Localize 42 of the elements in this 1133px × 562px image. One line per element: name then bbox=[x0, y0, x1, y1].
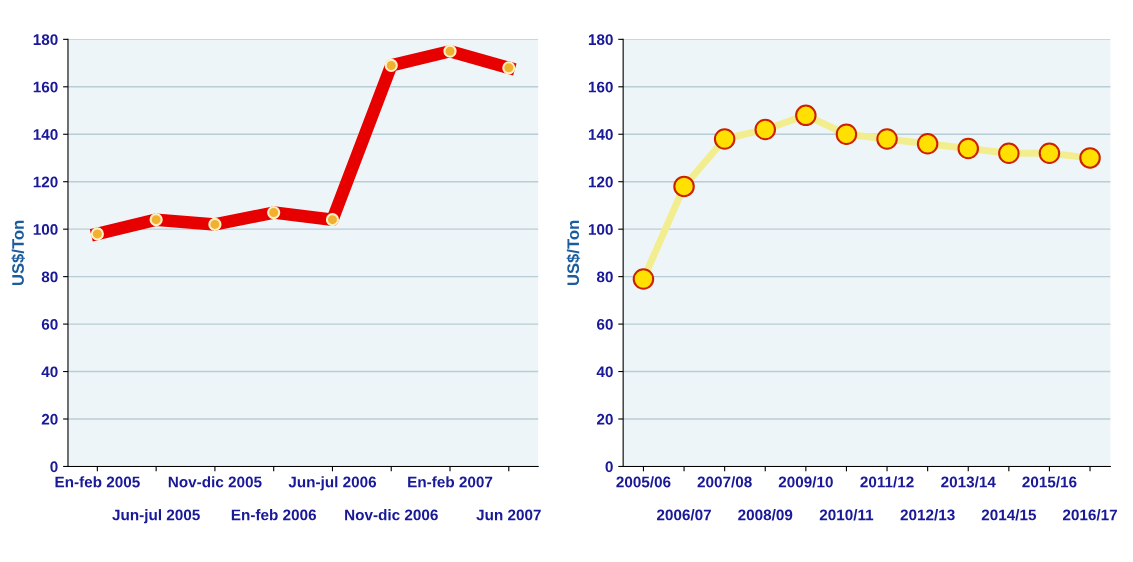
x-tick-label: 2014/15 bbox=[981, 509, 1037, 521]
x-tick-label: En-feb 2005 bbox=[55, 476, 140, 488]
x-tick-label: 2005/06 bbox=[616, 476, 671, 488]
x-tick-label: 2016/17 bbox=[1062, 509, 1117, 521]
y-tick-label: 40 bbox=[596, 366, 613, 378]
y-tick-label: 80 bbox=[596, 271, 613, 283]
x-tick-label: En-feb 2007 bbox=[408, 476, 493, 488]
y-tick-label: 60 bbox=[596, 318, 613, 330]
y-tick-label: 180 bbox=[588, 34, 613, 46]
y-tick-label: 140 bbox=[588, 129, 613, 140]
x-tick-label: Nov-dic 2006 bbox=[345, 509, 438, 521]
y-tick-label: 40 bbox=[41, 366, 58, 378]
y-tick-label: 80 bbox=[41, 271, 58, 283]
x-tick-label: 2010/11 bbox=[819, 509, 874, 521]
x-tick-label: 2013/14 bbox=[941, 476, 996, 488]
x-tick-label: Nov-dic 2005 bbox=[168, 476, 262, 488]
x-tick-label: Jun-jul 2005 bbox=[112, 509, 200, 524]
x-tick-label: 2012/13 bbox=[900, 509, 955, 521]
x-tick-label: 2011/12 bbox=[860, 476, 914, 488]
x-tick-label: Jun 2007 bbox=[476, 509, 541, 521]
x-tick-label: En-feb 2006 bbox=[231, 509, 317, 521]
y-tick-label: 140 bbox=[33, 129, 58, 140]
y-tick-label: 100 bbox=[33, 224, 58, 235]
x-tick-label: 2015/16 bbox=[1022, 476, 1077, 488]
y-tick-label: 100 bbox=[588, 224, 613, 235]
y-tick-label: 160 bbox=[588, 81, 613, 93]
y-tick-label: 20 bbox=[41, 413, 58, 425]
y-axis-title: US$/Ton bbox=[11, 220, 25, 286]
y-tick-label: 0 bbox=[50, 461, 58, 473]
y-tick-label: 160 bbox=[33, 81, 58, 93]
y-axis-title: US$/Ton bbox=[566, 220, 581, 286]
y-tick-label: 20 bbox=[596, 413, 613, 425]
y-tick-label: 120 bbox=[588, 176, 613, 188]
x-tick-label: 2009/10 bbox=[778, 476, 833, 488]
x-tick-label: 2007/08 bbox=[697, 476, 752, 488]
y-tick-label: 0 bbox=[605, 461, 613, 473]
x-tick-label: 2008/09 bbox=[738, 509, 793, 521]
y-tick-label: 60 bbox=[41, 318, 58, 330]
x-tick-label: 2006/07 bbox=[656, 509, 711, 521]
x-tick-label: Jun-jul 2006 bbox=[288, 476, 377, 491]
y-tick-label: 120 bbox=[33, 176, 58, 188]
y-tick-label: 180 bbox=[33, 34, 58, 46]
